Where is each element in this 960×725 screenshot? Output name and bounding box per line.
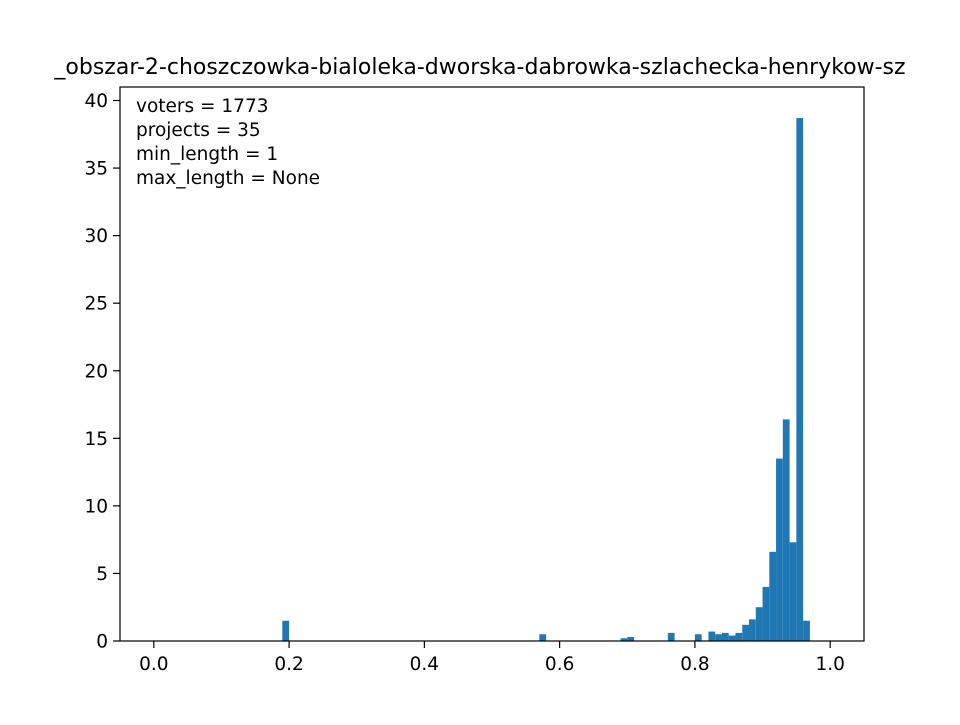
bars-group — [282, 118, 810, 641]
histogram-bar — [782, 419, 790, 641]
plot-frame — [119, 86, 865, 642]
y-tick-label: 5 — [96, 564, 108, 585]
y-tick-label: 0 — [96, 632, 108, 653]
histogram-bar — [735, 632, 743, 641]
y-axis: 0 5 10 15 20 25 30 35 40 — [84, 91, 120, 653]
y-tick-label: 10 — [84, 496, 108, 517]
histogram-bar — [715, 634, 722, 641]
x-tick-label: 0.2 — [274, 654, 303, 675]
y-tick-label: 15 — [84, 429, 108, 450]
x-tick-label: 0.0 — [139, 654, 168, 675]
histogram-bar — [282, 620, 290, 641]
histogram-bar — [742, 624, 750, 641]
histogram-bar — [769, 551, 777, 641]
annotation-line: min_length = 1 — [136, 144, 278, 165]
histogram-bar — [755, 607, 763, 641]
annotation-line: max_length = None — [136, 168, 320, 189]
y-tick-label: 30 — [84, 226, 108, 247]
y-tick-label: 40 — [84, 91, 108, 112]
histogram-bar — [620, 638, 628, 641]
histogram-bar — [667, 632, 675, 641]
x-tick-label: 0.8 — [680, 654, 709, 675]
histogram-bar — [728, 635, 736, 641]
histogram-bar — [796, 118, 804, 641]
y-tick-label: 25 — [84, 294, 108, 315]
annotation-line: projects = 35 — [136, 120, 261, 141]
x-axis: 0.0 0.2 0.4 0.6 0.8 1.0 — [139, 641, 845, 675]
histogram-bar — [708, 631, 716, 641]
x-tick-label: 0.6 — [545, 654, 574, 675]
histogram-bar — [749, 619, 756, 641]
y-tick-label: 20 — [84, 361, 108, 382]
annotation-line: voters = 1773 — [136, 96, 269, 117]
histogram-bar — [789, 542, 797, 641]
histogram-bar — [694, 634, 702, 641]
histogram-bar — [539, 634, 547, 641]
annotation-block: voters = 1773 projects = 35 min_length = 1… — [136, 96, 320, 189]
histogram-bar — [762, 586, 770, 641]
x-tick-label: 0.4 — [410, 654, 439, 675]
histogram-bar — [627, 636, 635, 641]
y-tick-label: 35 — [84, 159, 108, 180]
histogram-bar — [776, 458, 783, 641]
histogram-bar — [803, 620, 810, 641]
x-tick-label: 1.0 — [815, 654, 844, 675]
histogram-bar — [721, 632, 729, 641]
chart-title: _obszar-2-choszczowka-bialoleka-dworska-… — [53, 55, 905, 80]
